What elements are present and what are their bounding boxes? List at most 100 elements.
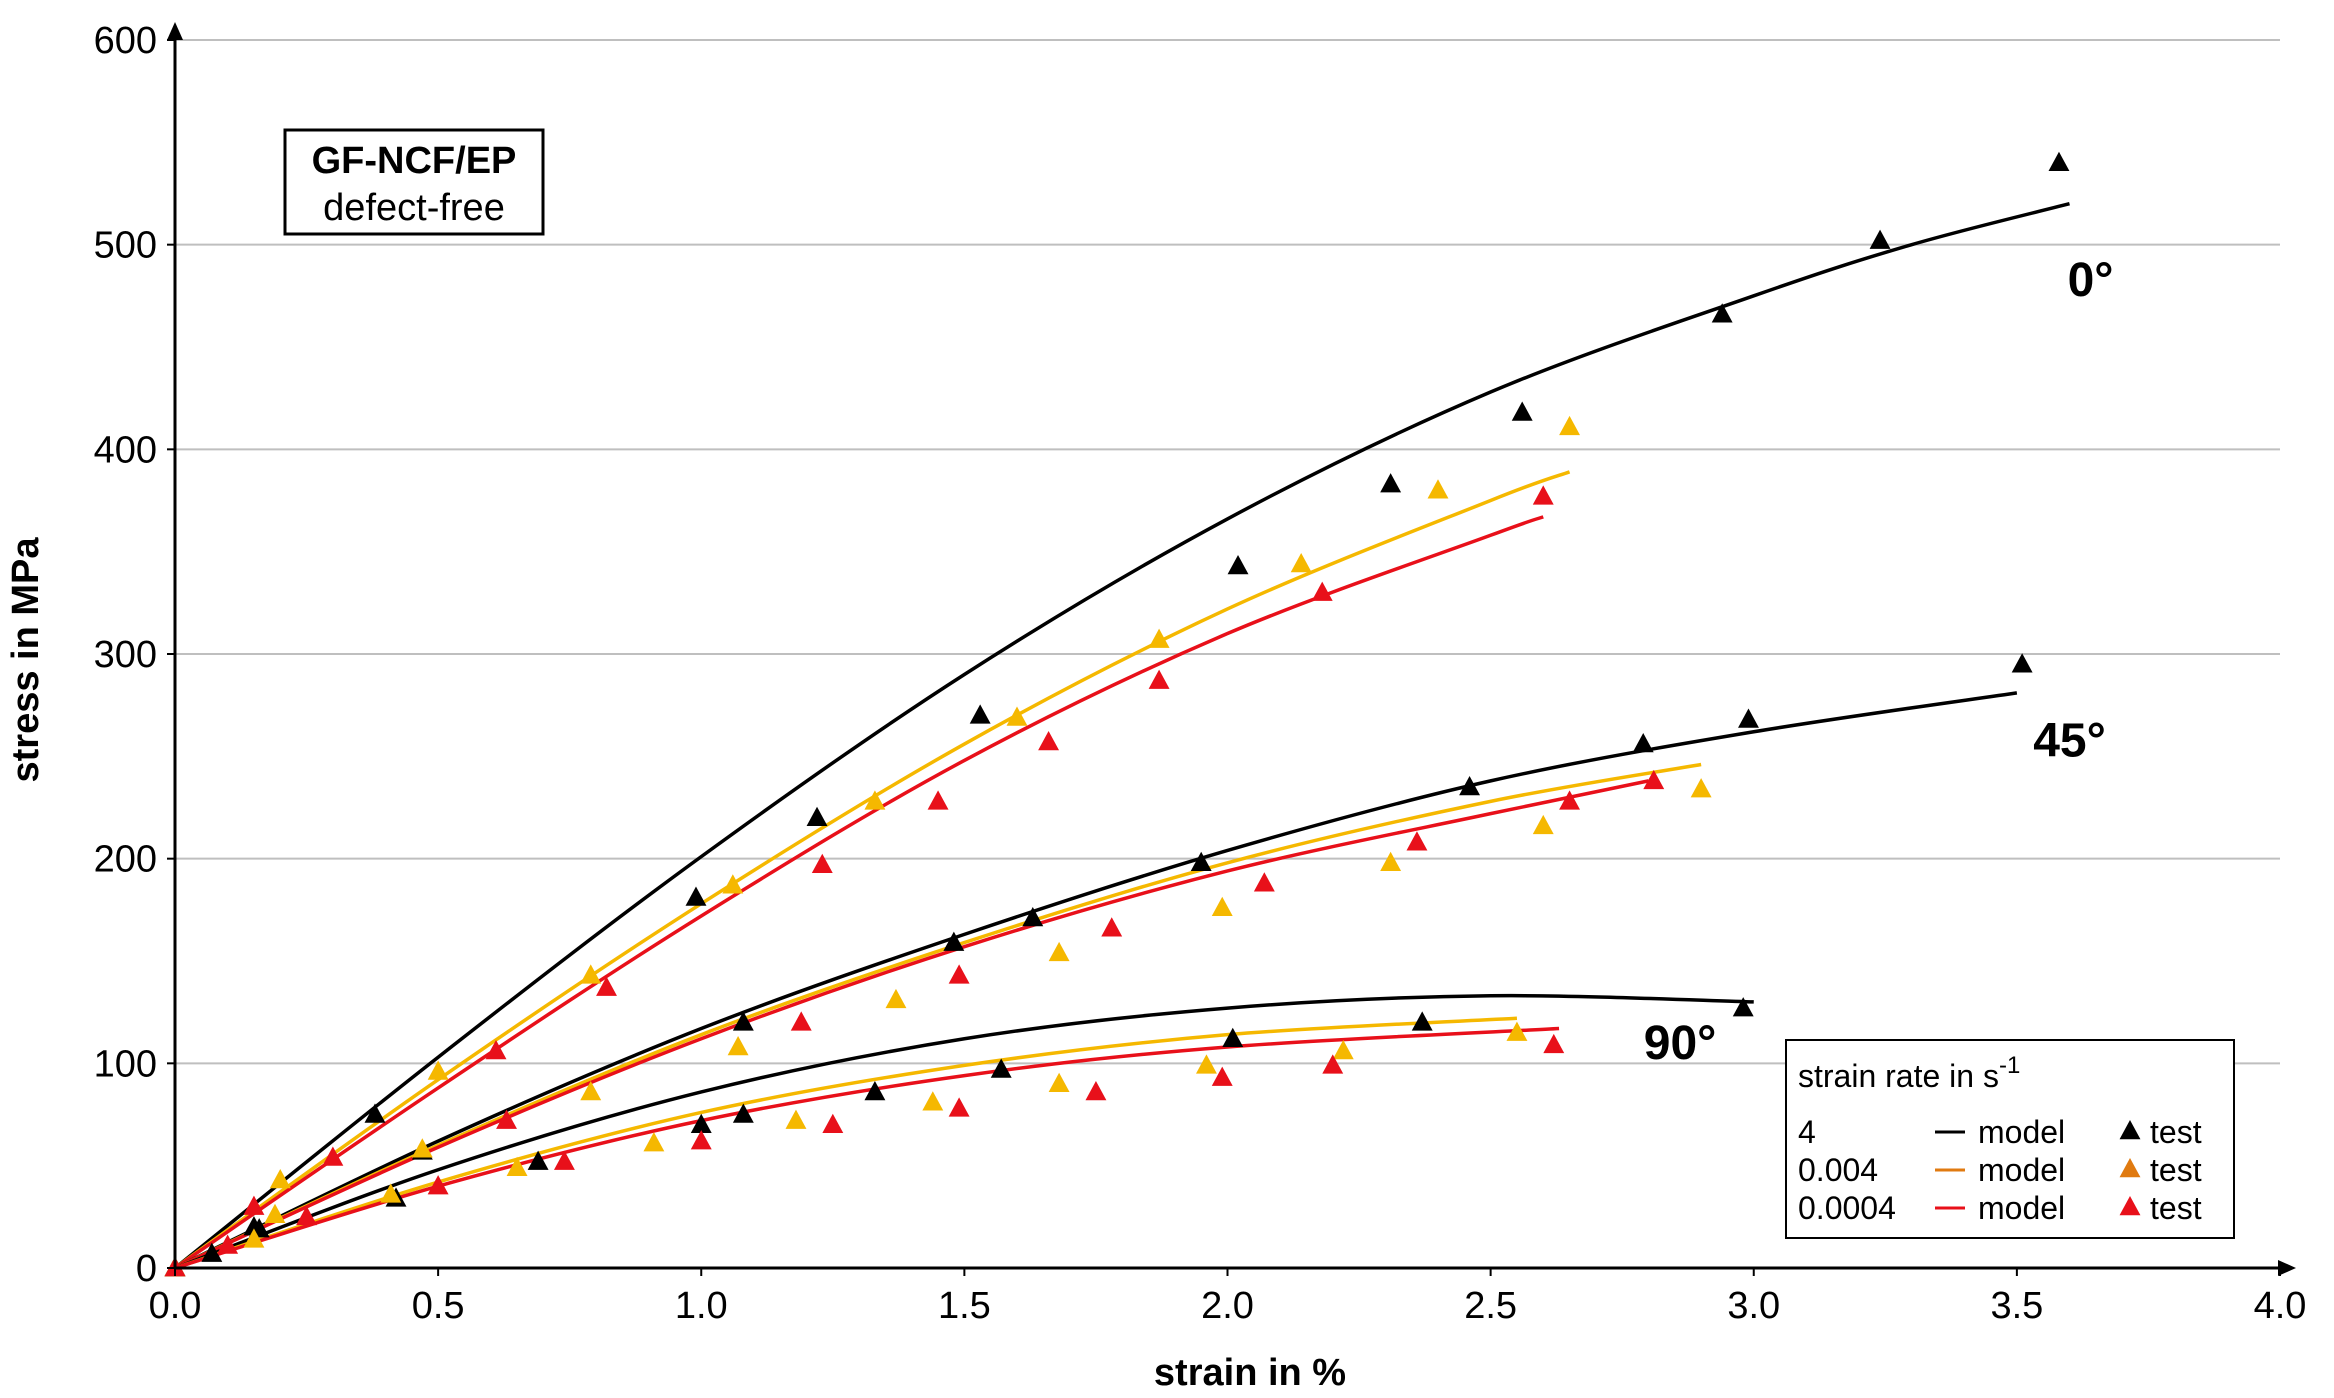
model-curves <box>173 202 2070 1270</box>
test-point <box>1048 1072 1070 1093</box>
legend-model-label: model <box>1978 1152 2065 1188</box>
test-point <box>201 1242 223 1262</box>
test-point <box>1211 1066 1233 1086</box>
legend: strain rate in s-1 4 model test 0.004 model t… <box>1785 1039 2235 1239</box>
model-curve <box>173 202 2070 1270</box>
x-tick-label: 1.0 <box>675 1285 728 1327</box>
x-tick-label: 0.5 <box>412 1285 465 1327</box>
info-box-title: GF-NCF/EP <box>312 140 517 182</box>
x-tick-label: 3.0 <box>1727 1285 1780 1327</box>
orientation-label: 0° <box>2068 254 2114 307</box>
test-point <box>2011 653 2033 673</box>
model-curve <box>174 1016 1518 1270</box>
test-point <box>1380 851 1402 872</box>
test-point <box>2048 151 2070 172</box>
x-tick-label: 3.5 <box>1990 1285 2043 1327</box>
y-tick-label: 100 <box>94 1043 157 1085</box>
x-tick-label: 2.5 <box>1464 1285 1517 1327</box>
test-point <box>864 790 886 810</box>
test-point <box>690 1113 712 1133</box>
test-point <box>485 1040 507 1060</box>
test-point <box>380 1183 402 1203</box>
legend-rate: 4 <box>1798 1114 1816 1150</box>
test-point <box>596 976 617 996</box>
test-point <box>811 853 833 874</box>
test-point <box>1190 851 1212 872</box>
info-box-frame <box>283 128 545 236</box>
test-point <box>1738 708 1759 728</box>
test-markers <box>164 151 2070 1277</box>
model-curve <box>174 779 1649 1270</box>
info-box: GF-NCF/EP defect-free <box>283 128 545 236</box>
legend-rate: 0.0004 <box>1798 1190 1896 1226</box>
orientation-label: 90° <box>1644 1017 1717 1070</box>
legend-test-label: test <box>2150 1190 2202 1226</box>
test-point <box>722 874 744 894</box>
legend-rate: 0.004 <box>1798 1152 1878 1188</box>
x-axis-arrow <box>2278 1260 2296 1276</box>
model-curve <box>173 470 1571 1270</box>
test-point <box>1532 814 1554 835</box>
test-point <box>643 1132 665 1152</box>
y-axis-title: stress in MPa <box>5 537 47 783</box>
test-point <box>943 931 965 951</box>
legend-model-label: model <box>1978 1190 2065 1226</box>
test-point <box>1038 731 1060 751</box>
test-point <box>553 1150 575 1170</box>
test-point <box>1022 907 1044 927</box>
test-point <box>1559 790 1581 810</box>
model-curve <box>174 993 1754 1270</box>
test-point <box>322 1146 344 1166</box>
test-point <box>927 790 949 810</box>
orientation-label: 45° <box>2033 714 2106 767</box>
test-point <box>217 1234 239 1254</box>
test-point <box>1543 1033 1565 1054</box>
test-point <box>1311 581 1333 601</box>
legend-title: strain rate in s-1 <box>1798 1052 2020 1094</box>
test-point <box>969 704 991 724</box>
x-tick-label: 0.0 <box>149 1285 202 1327</box>
test-point <box>1506 1021 1528 1041</box>
test-point <box>496 1109 517 1129</box>
test-point <box>1006 706 1028 726</box>
test-point <box>1322 1054 1344 1074</box>
test-point <box>790 1011 812 1031</box>
test-point <box>732 1011 754 1031</box>
test-point <box>1406 831 1428 851</box>
x-axis-title: strain in % <box>1154 1352 1346 1394</box>
test-point <box>1211 896 1233 917</box>
test-point <box>1459 776 1481 796</box>
y-axis-arrow <box>167 22 183 40</box>
test-point <box>1690 778 1712 798</box>
test-point <box>1196 1054 1217 1074</box>
test-point <box>948 1097 970 1117</box>
test-point <box>1869 229 1891 249</box>
model-curve <box>174 691 2018 1270</box>
test-point <box>580 964 602 984</box>
y-tick-label: 0 <box>136 1248 157 1290</box>
test-point <box>296 1205 318 1226</box>
y-tick-label: 400 <box>94 429 157 471</box>
test-point <box>1411 1011 1433 1031</box>
test-point <box>822 1113 844 1133</box>
test-point <box>727 1035 749 1056</box>
test-point <box>1427 479 1449 499</box>
test-point <box>1085 1080 1107 1101</box>
test-point <box>1632 733 1654 753</box>
x-tick-label: 4.0 <box>2254 1285 2307 1327</box>
test-point <box>264 1203 286 1224</box>
model-curve <box>174 515 1544 1270</box>
test-point <box>427 1175 449 1195</box>
x-tick-label: 2.0 <box>1201 1285 1254 1327</box>
test-point <box>864 1080 886 1101</box>
test-point <box>1048 941 1070 962</box>
test-point <box>948 964 970 984</box>
test-point <box>1732 997 1754 1017</box>
legend-model-label: model <box>1978 1114 2065 1150</box>
test-point <box>1253 872 1275 892</box>
test-point <box>922 1091 944 1111</box>
test-point <box>1559 415 1581 436</box>
test-point <box>685 886 707 906</box>
test-point <box>1222 1027 1244 1048</box>
